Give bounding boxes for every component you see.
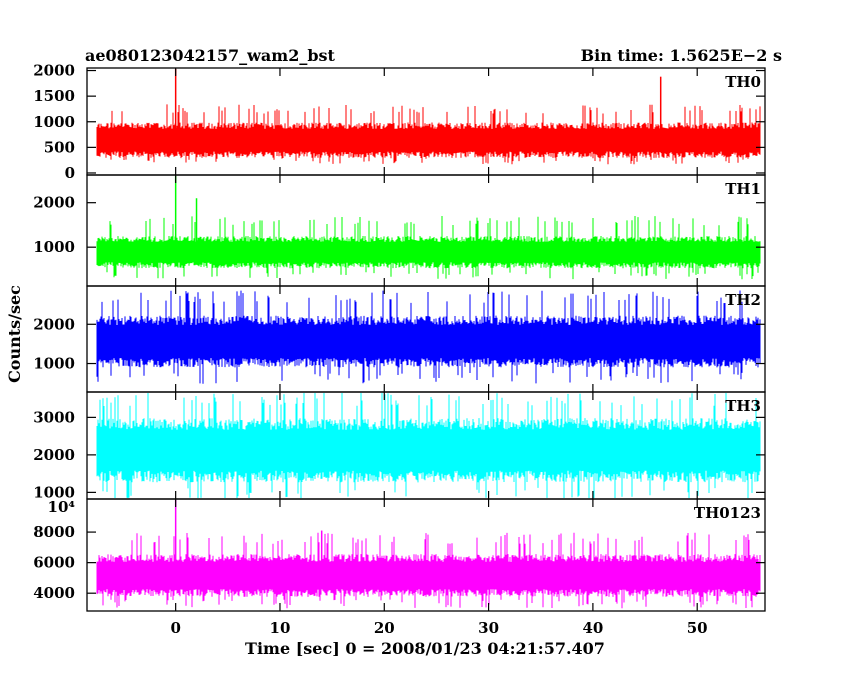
y-tick-label: 500 [44, 138, 75, 156]
x-tick-label: 20 [374, 619, 395, 637]
y-tick-label: 1000 [33, 483, 75, 501]
panel-frame [86, 498, 766, 612]
panel-label-th3: TH3 [725, 397, 761, 415]
y-tick-label: 2000 [33, 315, 75, 333]
y-tick-label: 0 [65, 164, 75, 182]
x-tick-label: 0 [170, 619, 180, 637]
series-th3 [96, 393, 761, 498]
y-axis-label: Counts/sec [5, 285, 24, 383]
panel-th0: 0 500 1000 1500 2000 TH0 [33, 62, 766, 182]
y-tick-label: 2000 [33, 194, 75, 212]
chart-title: ae080123042157_wam2_bst [85, 46, 336, 65]
panel-th1: 1000 2000 TH1 [33, 174, 766, 287]
series-th0123 [96, 532, 761, 609]
panel-label-th0123: TH0123 [694, 504, 761, 522]
y-exponent-label: 10⁴ [48, 498, 76, 516]
series-th2 [96, 290, 761, 384]
panels-layer: 0500100015002000TH010002000TH110002000TH… [33, 62, 766, 637]
panel-th2: 1000 2000 TH2 [33, 285, 766, 393]
panel-label-th2: TH2 [725, 291, 761, 309]
bin-time-label: Bin time: 1.5625E−2 s [581, 46, 782, 65]
panel-label-th0: TH0 [725, 73, 761, 91]
y-tick-label: 6000 [33, 554, 75, 572]
series-th1 [96, 216, 761, 280]
x-axis-label: Time [sec] 0 = 2008/01/23 04:21:57.407 [245, 639, 605, 658]
x-tick-label: 30 [478, 619, 499, 637]
x-tick-label: 10 [270, 619, 291, 637]
panel-label-th1: TH1 [725, 180, 761, 198]
x-tick-label: 50 [687, 619, 708, 637]
y-tick-label: 1000 [33, 238, 75, 256]
panel-th3: 1000 2000 3000 TH3 [33, 391, 766, 501]
y-tick-label: 1500 [33, 87, 75, 105]
panel-th0123: 4000 6000 8000 TH0123 10⁴ [33, 498, 766, 612]
y-tick-label: 2000 [33, 446, 75, 464]
panel-frame [86, 174, 766, 287]
y-tick-label: 8000 [33, 523, 75, 541]
y-tick-label: 1000 [33, 113, 75, 131]
y-tick-label: 1000 [33, 355, 75, 373]
x-tick-label: 40 [582, 619, 603, 637]
y-tick-label: 3000 [33, 408, 75, 426]
y-tick-label: 4000 [33, 584, 75, 602]
y-tick-label: 2000 [33, 62, 75, 80]
series-th0 [96, 104, 761, 165]
